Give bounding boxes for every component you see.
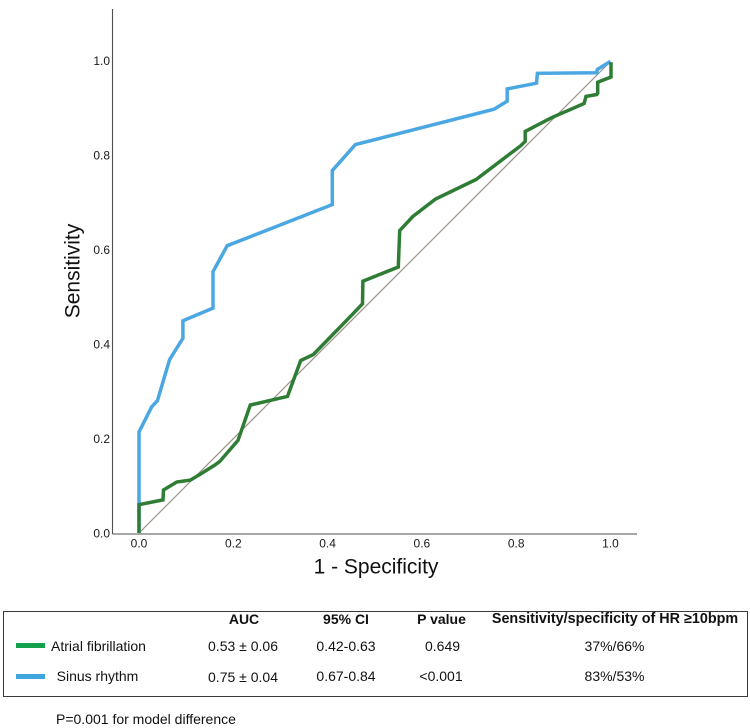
svg-text:0.8: 0.8 (508, 537, 525, 551)
svg-text:0.2: 0.2 (93, 432, 110, 446)
svg-text:0.0: 0.0 (131, 537, 148, 551)
svg-text:0.4: 0.4 (319, 537, 336, 551)
svg-text:0.4: 0.4 (93, 337, 110, 351)
svg-text:Sensitivity: Sensitivity (62, 223, 85, 318)
svg-text:1.0: 1.0 (602, 537, 619, 551)
svg-text:0.2: 0.2 (225, 537, 242, 551)
svg-text:0.8: 0.8 (93, 148, 110, 162)
svg-text:0.6: 0.6 (93, 243, 110, 257)
svg-text:0.0: 0.0 (93, 526, 110, 540)
svg-text:0.6: 0.6 (414, 537, 431, 551)
svg-text:1.0: 1.0 (93, 54, 110, 68)
svg-text:1 - Specificity: 1 - Specificity (314, 556, 439, 579)
